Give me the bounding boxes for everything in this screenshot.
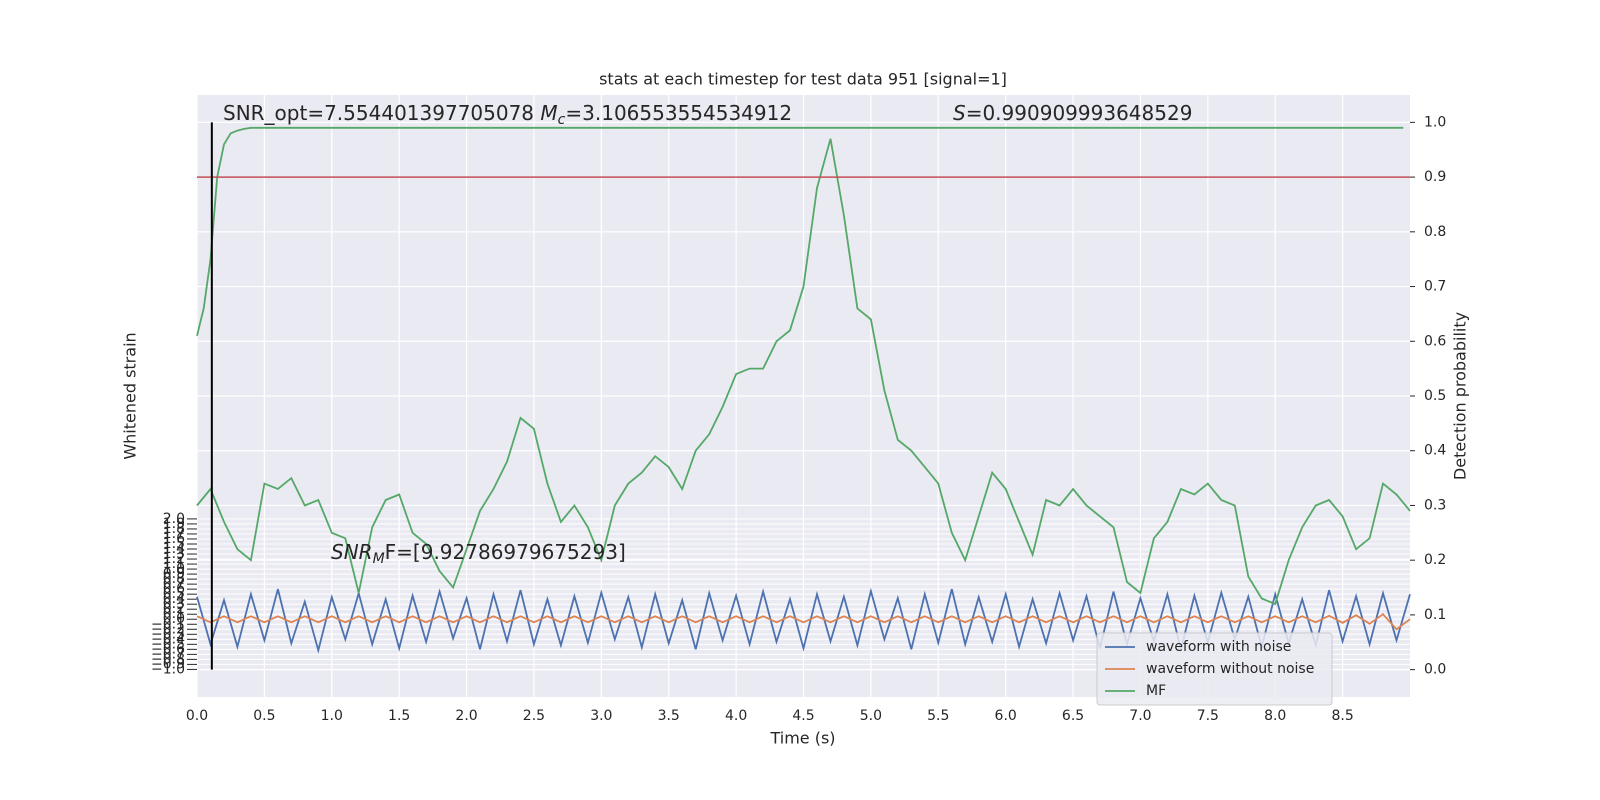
annotation-part: SNR (331, 540, 373, 564)
annotation-part: M (373, 551, 385, 567)
x-tick-label: 1.0 (321, 708, 343, 724)
x-tick-label: 4.0 (725, 708, 747, 724)
y-tick-label: −0.7 (151, 646, 185, 662)
x-tick-label: 3.0 (590, 708, 612, 724)
y-tick-label: 1.1 (163, 556, 185, 572)
y-tick-label: 1.6 (163, 531, 185, 547)
y-tick-label: 0.3 (163, 596, 185, 612)
x-tick-label: 8.5 (1331, 708, 1353, 724)
x-tick-label: 4.5 (792, 708, 814, 724)
y-tick-label: 0.1 (163, 606, 185, 622)
y-tick-label: 1.4 (163, 541, 185, 557)
x-axis-label: Time (s) (769, 729, 835, 748)
x-tick-label: 6.0 (995, 708, 1017, 724)
x-tick-label: 5.5 (927, 708, 949, 724)
x-tick-label: 5.0 (860, 708, 882, 724)
x-tick-label: 3.5 (658, 708, 680, 724)
y-tick-label: 0.8 (163, 571, 185, 587)
y-tick-label: 0.0 (163, 611, 185, 627)
x-tick-label: 6.5 (1062, 708, 1084, 724)
y-tick-label: 1.9 (163, 516, 185, 532)
x-tick-label: 1.5 (388, 708, 410, 724)
y-tick-label: 1.3 (163, 546, 185, 562)
annotation-part: =0.990909993648529 (966, 101, 1193, 125)
y-tick-label: −0.5 (151, 636, 185, 652)
y2-tick-label: 0.2 (1424, 552, 1446, 568)
y-tick-label: −0.2 (151, 621, 185, 637)
y-tick-label: 1.2 (163, 551, 185, 567)
y-axis-label: Whitened strain (121, 332, 140, 459)
y2-tick-label: 1.0 (1424, 114, 1446, 130)
y-tick-label: −0.3 (151, 626, 185, 642)
x-tick-label: 2.0 (455, 708, 477, 724)
y-tick-label: −0.8 (151, 651, 185, 667)
y-tick-label: −0.6 (151, 641, 185, 657)
y-tick-label: 2.0 (163, 511, 185, 527)
y-tick-label: 0.4 (163, 591, 185, 607)
y-tick-label: 0.5 (163, 586, 185, 602)
y-tick-label: −0.1 (151, 616, 185, 632)
y-tick-label: 0.7 (163, 576, 185, 592)
annotation-part: SNR_opt=7.554401397705078 (223, 101, 540, 125)
y-tick-label: 0.6 (163, 581, 185, 597)
y-tick-label: 0.9 (163, 566, 185, 582)
series-line (196, 138, 1411, 606)
y-tick-label: 1.8 (163, 521, 185, 537)
x-tick-label: 2.5 (523, 708, 545, 724)
y2-tick-label: 0.9 (1424, 169, 1446, 185)
annotation-part: =3.106553554534912 (565, 101, 792, 125)
y2-tick-label: 0.5 (1424, 388, 1446, 404)
y2-tick-label: 0.1 (1424, 607, 1446, 623)
annotation-part: F=[9.92786979675293] (385, 540, 626, 564)
y2-axis-label: Detection probability (1451, 312, 1470, 480)
x-tick-label: 0.0 (186, 708, 208, 724)
y-tick-label: −1.0 (151, 661, 185, 677)
y2-tick-label: 0.6 (1424, 333, 1446, 349)
y2-tick-label: 0.7 (1424, 279, 1446, 295)
x-tick-label: 7.0 (1129, 708, 1151, 724)
y2-tick-label: 0.4 (1424, 443, 1446, 459)
chart-title: stats at each timestep for test data 951… (599, 70, 1007, 89)
annotation: S=0.990909993648529 (953, 101, 1192, 125)
x-tick-label: 7.5 (1197, 708, 1219, 724)
annotation: SNR_opt=7.554401397705078 Mc=3.106553554… (223, 101, 792, 129)
annotation: SNRMF=[9.92786979675293] (331, 540, 626, 568)
y-tick-label: −0.4 (151, 631, 185, 647)
series-line (196, 126, 1404, 337)
y-tick-label: 1.0 (163, 561, 185, 577)
annotation-part: S (953, 101, 966, 125)
legend-label: waveform with noise (1146, 639, 1291, 655)
x-tick-label: 0.5 (253, 708, 275, 724)
x-tick-label: 8.0 (1264, 708, 1286, 724)
y2-tick-label: 0.3 (1424, 497, 1446, 513)
legend-box (1096, 632, 1333, 706)
series-line (196, 612, 1411, 631)
y-tick-label: −0.9 (151, 656, 185, 672)
legend-label: waveform without noise (1146, 661, 1314, 677)
legend-label: MF (1146, 683, 1166, 699)
y-tick-label: 1.5 (163, 536, 185, 552)
y-tick-label: 1.7 (163, 526, 185, 542)
annotation-part: M (540, 101, 557, 125)
annotation-part: c (558, 112, 566, 128)
y2-tick-label: 0.0 (1424, 662, 1446, 678)
y-tick-label: 0.2 (163, 601, 185, 617)
y2-tick-label: 0.8 (1424, 224, 1446, 240)
